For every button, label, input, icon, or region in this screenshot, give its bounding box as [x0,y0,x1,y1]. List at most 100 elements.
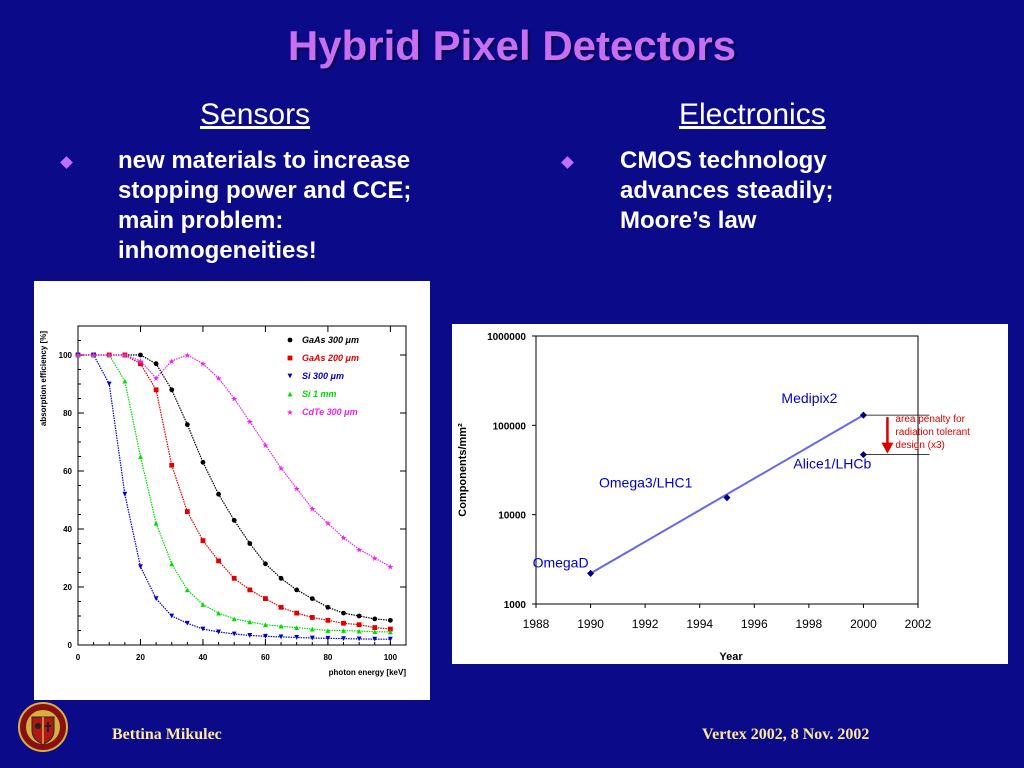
moores-law-chart-panel: 1000 10000 100000 1000000 1988 1990 1992 1994 19… [452,324,1008,664]
y-tick-label: 100000 [493,421,527,432]
legend-label: Si 300 μm [302,371,344,381]
data-point [309,596,315,601]
data-point [325,617,331,623]
data-point [356,622,362,628]
data-point [341,628,346,633]
data-point [294,625,300,630]
absorption-chart-panel: 0 20 40 60 80 100 0 20 40 60 80 100 photon energy [k… [34,281,430,700]
data-point [723,494,731,502]
y-tick-label: 20 [63,583,72,592]
data-point [138,352,143,358]
data-point [138,564,143,570]
data-point [200,538,206,543]
data-point [216,629,221,635]
data-point [387,636,393,642]
data-point: ★ [340,534,347,543]
data-point [231,575,237,581]
data-point: ★ [246,418,253,427]
absorption-efficiency-chart: 0 20 40 60 80 100 0 20 40 60 80 100 photon energy [k… [39,325,407,677]
data-point: ★ [371,554,378,563]
penalty-arrowhead [881,442,894,454]
sensors-bullet-line: new materials to increase [118,147,411,174]
penalty-annotation: area penalty for [895,414,965,425]
y-tick-label: 1000000 [487,332,526,343]
data-point [200,602,206,607]
x-tick-label: 2000 [850,617,877,631]
data-point [263,633,268,639]
data-point [153,596,159,601]
data-point: ★ [277,464,284,473]
electronics-bullet: CMOS technology advances steadily; Moore… [620,146,833,236]
data-point [325,635,331,641]
data-point [216,610,221,616]
data-point [387,626,393,632]
penalty-annotation: design (x3) [895,440,944,451]
electronics-bullet-line: Moore’s law [620,207,757,234]
series-circle [75,352,393,623]
slide-title: Hybrid Pixel Detectors [287,22,737,69]
data-point [184,620,190,626]
legend-marker [287,373,293,379]
data-point [122,352,128,358]
data-point: ★ [199,360,206,369]
data-point [278,623,284,629]
data-point: ★ [184,351,191,360]
data-point [356,613,362,619]
point-label: Omega3/LHC1 [599,475,693,491]
y-tick-label: 0 [68,641,73,650]
data-point [231,517,237,523]
data-point [387,629,393,635]
x-tick-label: 60 [261,653,270,662]
data-point [247,587,253,593]
plot-frame [535,335,919,605]
legend-label: GaAs 200 μm [302,353,359,363]
sensors-heading: Sensors [200,98,311,131]
data-point [231,631,237,637]
data-point [263,596,268,601]
data-point [278,604,284,610]
y-tick-label: 40 [63,525,72,534]
bullet-diamond-icon [60,156,73,169]
x-axis-label: Year [719,651,743,663]
data-point [309,615,315,620]
data-point [372,636,378,642]
data-point: ★ [74,351,81,360]
footer-author: Bettina Mikulec [112,726,222,743]
data-point [247,619,253,625]
data-point: ★ [168,357,175,366]
data-point [309,626,315,632]
data-point: ★ [356,545,363,554]
point-label: OmegaD [533,554,589,570]
data-point [169,613,175,619]
y-tick-label: 1000 [504,600,527,611]
data-point [169,387,175,393]
data-point: ★ [153,374,160,383]
plot-frame [77,325,407,646]
sensors-bullet: new materials to increase stopping power… [118,146,411,266]
legend-marker [287,337,293,343]
data-point [247,633,253,638]
data-point: ★ [309,505,316,514]
sensors-bullet-line: stopping power and CCE; [118,177,412,204]
data-point [356,636,362,642]
point-label: Alice1/LHCb [793,456,871,472]
legend-marker [287,391,293,397]
data-point [231,616,237,622]
penalty-annotation: radiation tolerant [895,427,970,438]
y-tick-label: 10000 [498,511,526,522]
data-point: ★ [293,484,300,493]
data-point [200,459,206,465]
data-point [138,361,143,367]
data-point [247,541,253,546]
data-point [341,610,346,616]
x-tick-label: 80 [323,653,332,662]
data-point [294,610,300,616]
data-point [216,558,221,564]
components-per-mm2-chart: 1000 10000 100000 1000000 1988 1990 1992 1994 19… [457,332,970,663]
x-tick-label: 2002 [905,617,932,631]
data-point [216,491,221,497]
sensors-bullet-line: inhomogeneities! [118,237,317,264]
y-tick-label: 80 [63,409,72,418]
x-tick-label: 1990 [577,617,604,631]
data-point: ★ [137,357,144,366]
